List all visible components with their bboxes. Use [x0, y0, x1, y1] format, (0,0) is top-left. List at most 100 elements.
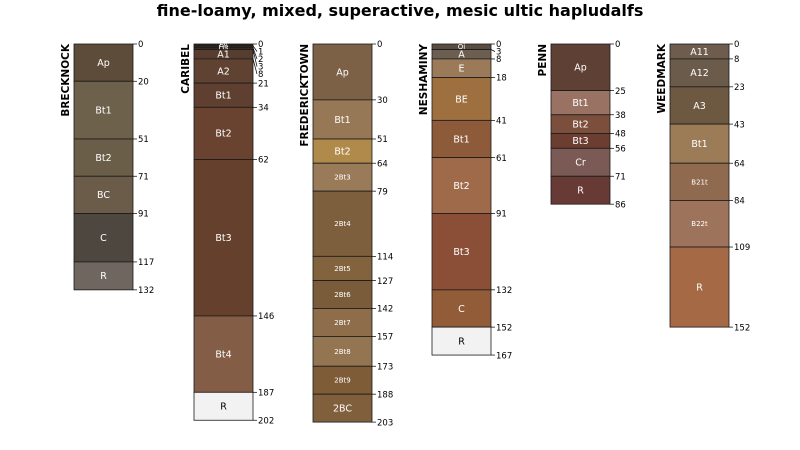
depth-label: 0: [377, 40, 382, 50]
horizon-rect: [312, 393, 373, 423]
horizon-rect: [312, 138, 373, 164]
horizon-rect: [669, 246, 730, 328]
horizon-rect: [431, 213, 492, 291]
horizon-label: Bt2: [215, 129, 231, 140]
horizon-label: Bt3: [572, 136, 588, 147]
profile-name: BRECKNOCK: [60, 43, 72, 117]
depth-label: 167: [496, 351, 512, 361]
depth-leader: [252, 45, 258, 52]
horizon-rect: [312, 43, 373, 101]
horizon-label: Ap: [574, 63, 587, 74]
depth-label: 188: [377, 390, 393, 400]
horizon-rect: [431, 157, 492, 214]
depth-label: 109: [734, 243, 750, 253]
horizon-rect: [312, 162, 373, 192]
horizon-label: Bt3: [215, 233, 231, 244]
depth-label: 43: [734, 120, 745, 130]
horizon-rect: [193, 106, 254, 160]
horizon-rect: [73, 175, 134, 214]
depth-label: 34: [258, 104, 269, 114]
depth-label: 64: [734, 159, 745, 169]
depth-label: 0: [615, 40, 620, 50]
horizon-label: 2Bt4: [334, 220, 351, 228]
horizon-label: B22t: [691, 220, 708, 228]
depth-label: 56: [615, 145, 626, 155]
horizon-label: C: [100, 233, 107, 244]
depth-leader: [252, 58, 258, 75]
depth-label: 202: [258, 416, 274, 426]
depth-label: 3: [496, 48, 501, 58]
depth-label: 146: [258, 312, 274, 322]
horizon-label: R: [577, 186, 584, 197]
horizon-label: BC: [97, 190, 110, 201]
depth-label: 132: [138, 286, 154, 296]
horizon-label: 2Bt8: [334, 348, 350, 356]
horizon-label: 2BC: [333, 403, 352, 414]
horizon-label: Oe: [219, 43, 229, 51]
horizon-rect: [312, 255, 373, 281]
depth-label: 2: [258, 55, 263, 65]
horizon-label: Cr: [575, 158, 586, 169]
depth-label: 38: [615, 111, 626, 121]
horizon-label: A1: [217, 50, 230, 61]
depth-label: 91: [496, 210, 507, 220]
horizon-label: Bt1: [95, 105, 111, 116]
horizon-label: Bt4: [215, 349, 231, 360]
depth-label: 62: [258, 156, 269, 166]
depth-label: 0: [734, 40, 739, 50]
depth-label: 114: [377, 253, 393, 263]
horizon-rect: [312, 308, 373, 337]
horizon-label: A3: [693, 101, 706, 112]
horizon-label: Oa: [219, 45, 229, 53]
horizon-label: Bt3: [453, 247, 469, 258]
horizon-label: Ap: [97, 58, 110, 69]
depth-label: 152: [496, 323, 512, 333]
depth-label: 71: [615, 172, 626, 182]
profile-name: WEEDMARK: [656, 43, 668, 113]
horizon-rect: [312, 99, 373, 140]
depth-label: 64: [377, 159, 388, 169]
depth-label: 157: [377, 333, 393, 343]
horizon-label: Oi: [220, 41, 228, 49]
chart-title: fine-loamy, mixed, superactive, mesic ul…: [156, 1, 644, 20]
depth-label: 25: [615, 87, 626, 97]
horizon-label: A2: [217, 66, 230, 77]
depth-label: 127: [377, 277, 393, 287]
depth-label: 48: [615, 130, 626, 140]
horizon-rect: [669, 162, 730, 201]
depth-label: 8: [496, 55, 501, 65]
horizon-rect: [550, 175, 611, 205]
horizon-label: Bt2: [334, 146, 350, 157]
horizon-rect: [193, 391, 254, 421]
profile-name: CARIBEL: [180, 44, 192, 94]
horizon-rect: [193, 82, 254, 108]
horizon-label: R: [696, 282, 703, 293]
depth-label: 1: [258, 48, 263, 58]
horizon-rect: [73, 43, 134, 82]
depth-label: 71: [138, 172, 149, 182]
depth-label: 84: [734, 197, 745, 207]
horizon-rect: [431, 326, 492, 356]
depth-label: 30: [377, 96, 388, 106]
depth-label: 152: [734, 323, 750, 333]
horizon-label: Bt1: [572, 98, 588, 109]
horizon-rect: [312, 280, 373, 309]
depth-label: 18: [496, 74, 507, 84]
horizon-label: Bt1: [334, 115, 350, 126]
horizon-rect: [669, 200, 730, 248]
horizon-label: Bt1: [691, 139, 707, 150]
horizon-label: 2Bt3: [334, 174, 350, 182]
depth-label: 142: [377, 305, 393, 315]
horizon-label: Bt1: [215, 91, 231, 102]
depth-label: 91: [138, 210, 149, 220]
horizon-label: 2Bt6: [334, 291, 351, 299]
horizon-rect: [431, 77, 492, 121]
depth-label: 117: [138, 258, 154, 268]
horizon-label: BE: [455, 94, 468, 105]
depth-label: 23: [734, 83, 745, 93]
depth-label: 86: [615, 200, 626, 210]
depth-label: 8: [258, 70, 263, 80]
horizon-label: R: [458, 336, 465, 347]
depth-label: 79: [377, 187, 388, 197]
